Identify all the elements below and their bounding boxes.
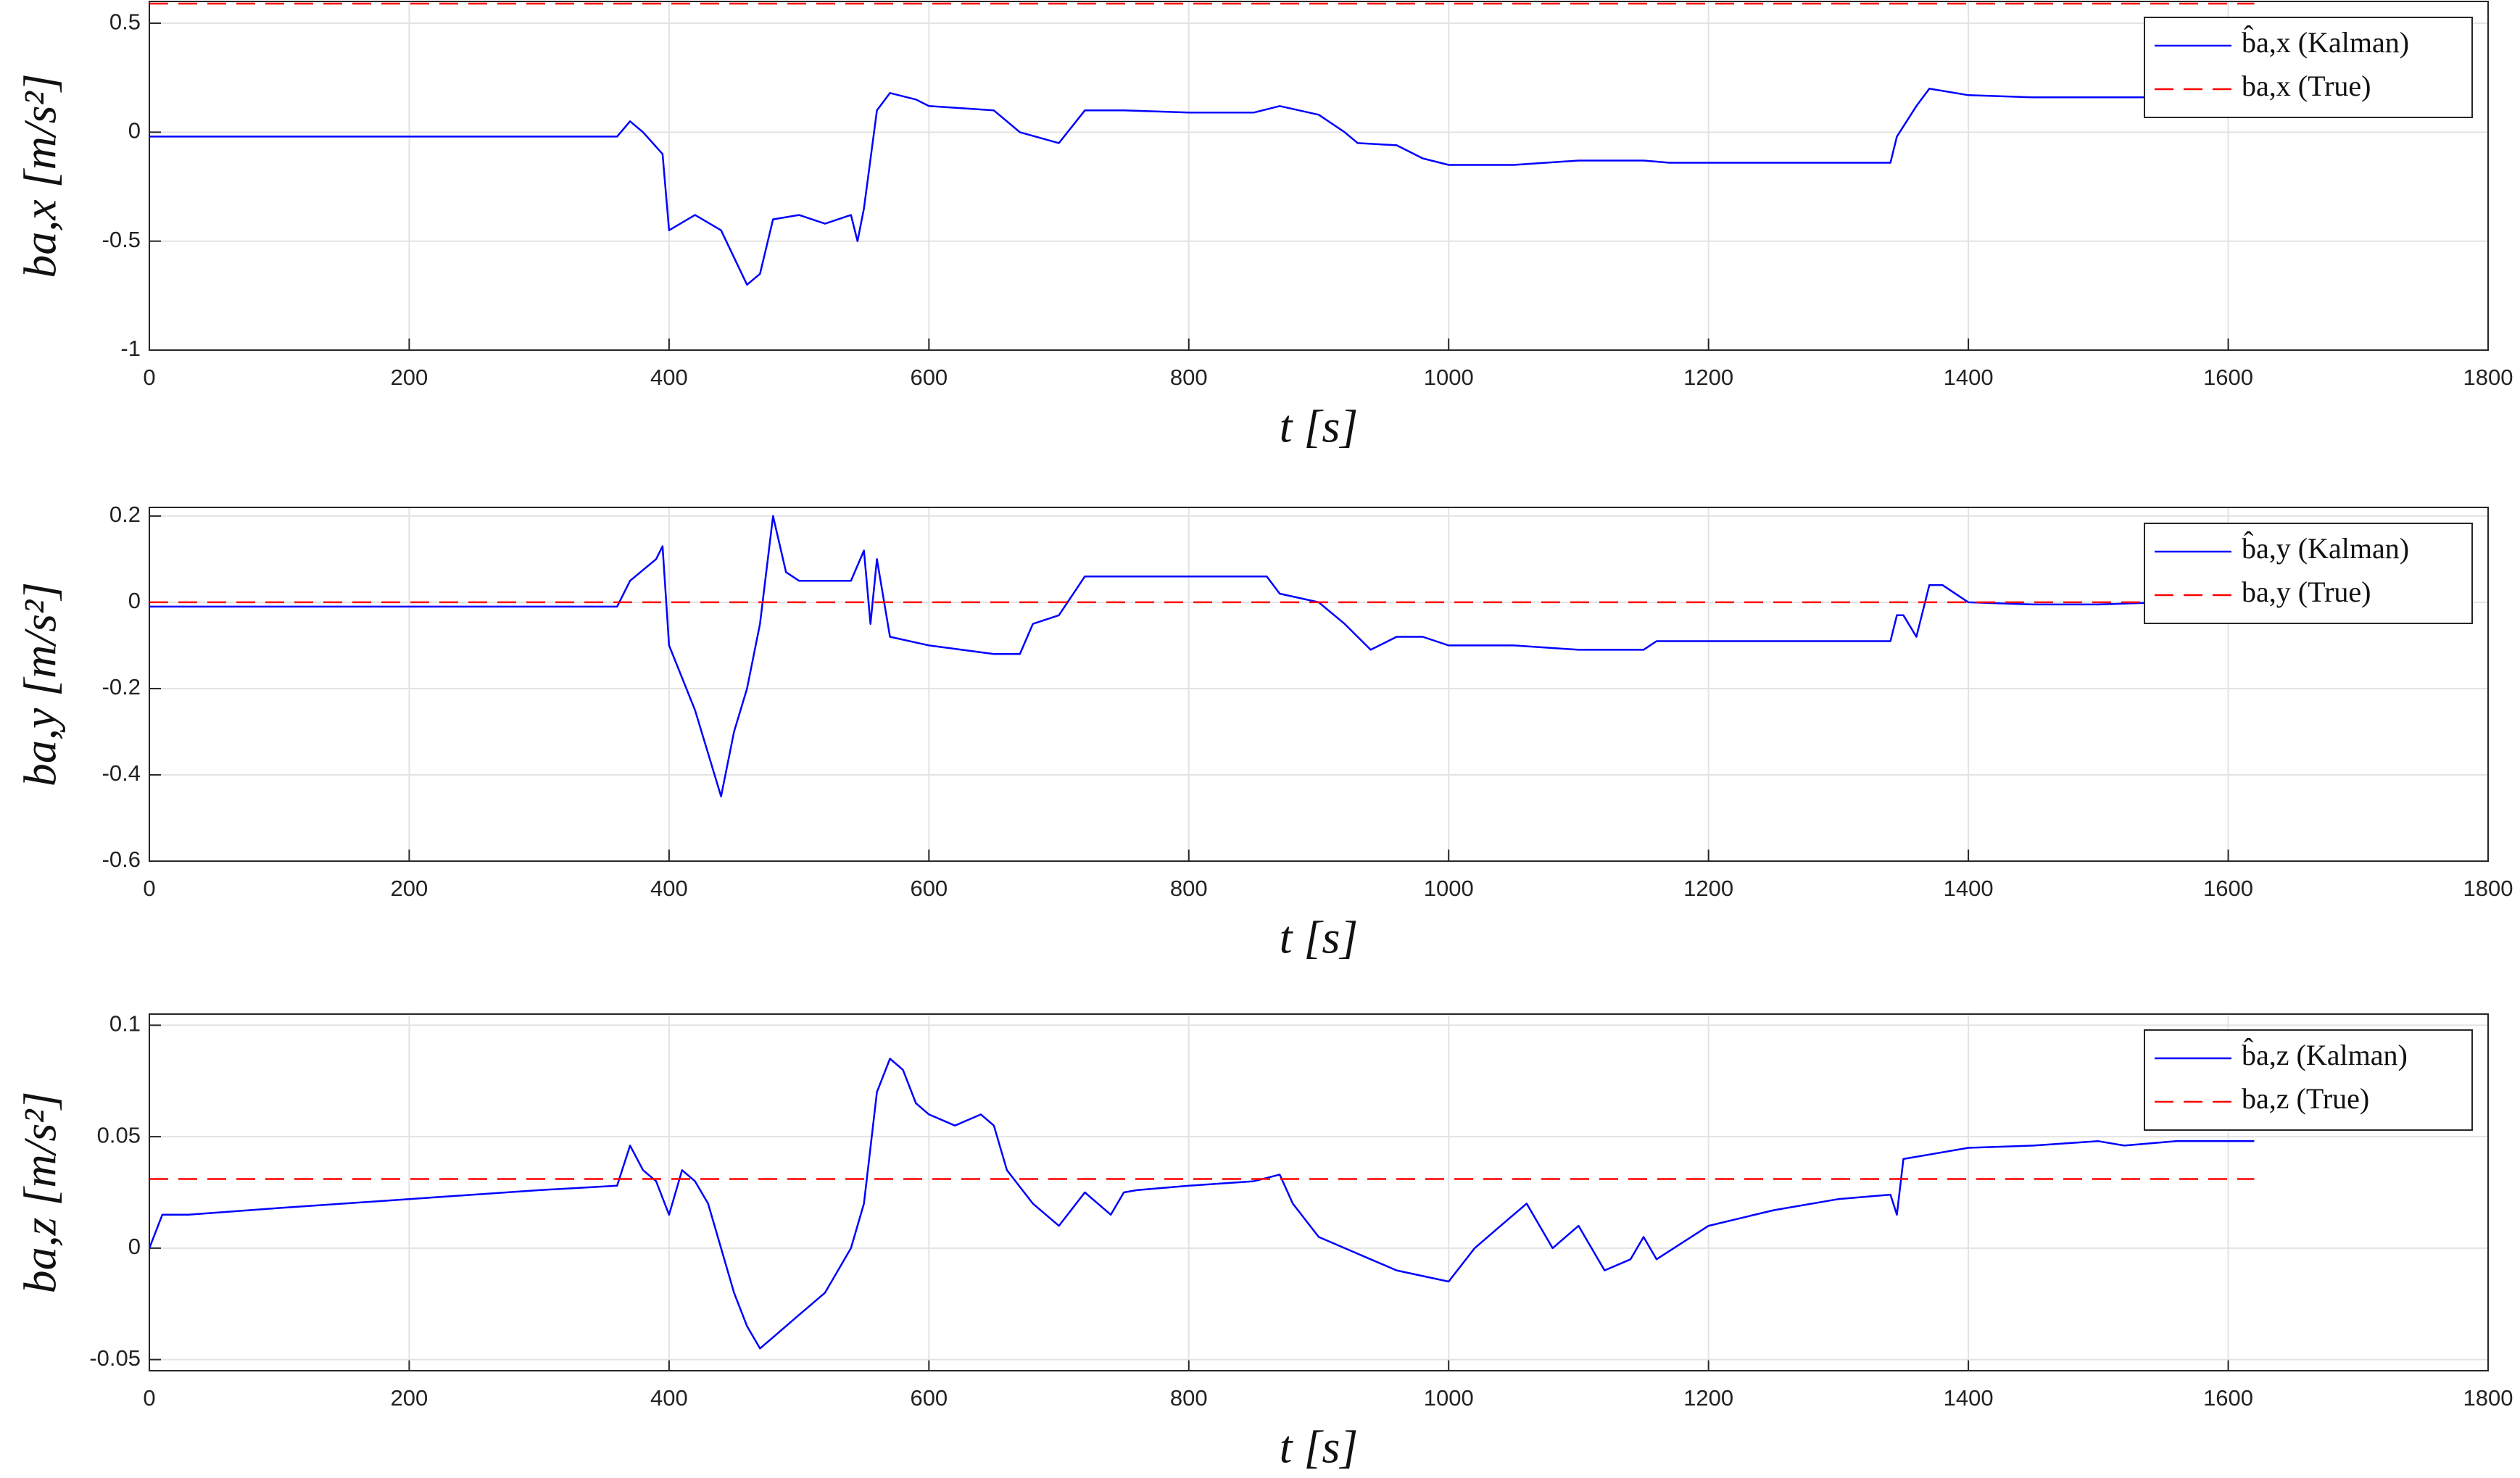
x-axis-label: t [s] [1280,912,1359,963]
y-tick-label: 0.1 [109,1011,141,1037]
x-tick-label: 1600 [2203,1385,2253,1411]
x-tick-label: 1200 [1683,365,1733,390]
legend-box [2144,17,2473,118]
x-tick-label: 1400 [1944,1385,1994,1411]
y-tick-label: -0.5 [102,227,141,252]
x-tick-label: 200 [391,876,428,901]
x-axis-label: t [s] [1280,1421,1359,1473]
y-tick-label: -0.6 [102,847,141,872]
x-tick-label: 0 [143,876,155,901]
y-tick-label: -1 [120,336,141,361]
x-tick-label: 1800 [2463,365,2513,390]
y-tick-label: 0.05 [97,1122,141,1147]
x-tick-label: 1000 [1424,365,1474,390]
x-tick-label: 0 [143,1385,155,1411]
y-tick-label: 0 [128,1234,141,1259]
x-tick-label: 200 [391,365,428,390]
legend-label: ba,y (True) [2242,576,2371,608]
x-axis-label: t [s] [1280,401,1359,452]
legend-label: b̂a,y (Kalman) [2242,531,2409,565]
legend-box [2144,1029,2473,1131]
x-tick-label: 1000 [1424,1385,1474,1411]
x-tick-label: 200 [391,1385,428,1411]
x-tick-label: 1400 [1944,365,1994,390]
legend-label: b̂a,x (Kalman) [2242,25,2409,59]
x-tick-label: 800 [1170,365,1208,390]
x-tick-label: 400 [650,876,688,901]
y-axis-label: ba,z [m/s²] [14,1092,66,1294]
y-tick-label: 0 [128,588,141,613]
plot-area [149,1014,2488,1371]
axes-box [149,507,2489,862]
axes-box [149,1,2489,351]
x-tick-label: 1200 [1683,876,1733,901]
series-line [149,515,2255,797]
x-tick-label: 1800 [2463,876,2513,901]
x-tick-label: 600 [910,1385,948,1411]
series-line [149,88,2255,286]
y-tick-label: -0.2 [102,674,141,699]
x-tick-label: 1800 [2463,1385,2513,1411]
legend-label: ba,x (True) [2242,70,2371,102]
x-tick-label: 0 [143,365,155,390]
y-tick-label: -0.4 [102,760,141,786]
y-tick-label: 0.2 [109,502,141,527]
y-tick-label: 0 [128,118,141,144]
x-tick-label: 800 [1170,876,1208,901]
plot-area [149,507,2488,861]
x-tick-label: 400 [650,1385,688,1411]
x-tick-label: 1200 [1683,1385,1733,1411]
x-tick-label: 400 [650,365,688,390]
x-tick-label: 1600 [2203,365,2253,390]
plot-area [149,1,2488,350]
x-tick-label: 600 [910,365,948,390]
x-tick-label: 1400 [1944,876,1994,901]
x-tick-label: 800 [1170,1385,1208,1411]
x-tick-label: 1000 [1424,876,1474,901]
legend-box [2144,523,2473,624]
series-line [148,1058,2255,1350]
y-axis-label: ba,x [m/s²] [14,73,66,278]
y-tick-label: 0.5 [109,9,141,34]
legend-label: ba,z (True) [2242,1082,2369,1115]
x-tick-label: 1600 [2203,876,2253,901]
x-tick-label: 600 [910,876,948,901]
legend-label: b̂a,z (Kalman) [2242,1038,2408,1071]
y-tick-label: -0.05 [89,1345,141,1371]
axes-box [149,1013,2489,1371]
y-axis-label: ba,y [m/s²] [14,582,66,786]
